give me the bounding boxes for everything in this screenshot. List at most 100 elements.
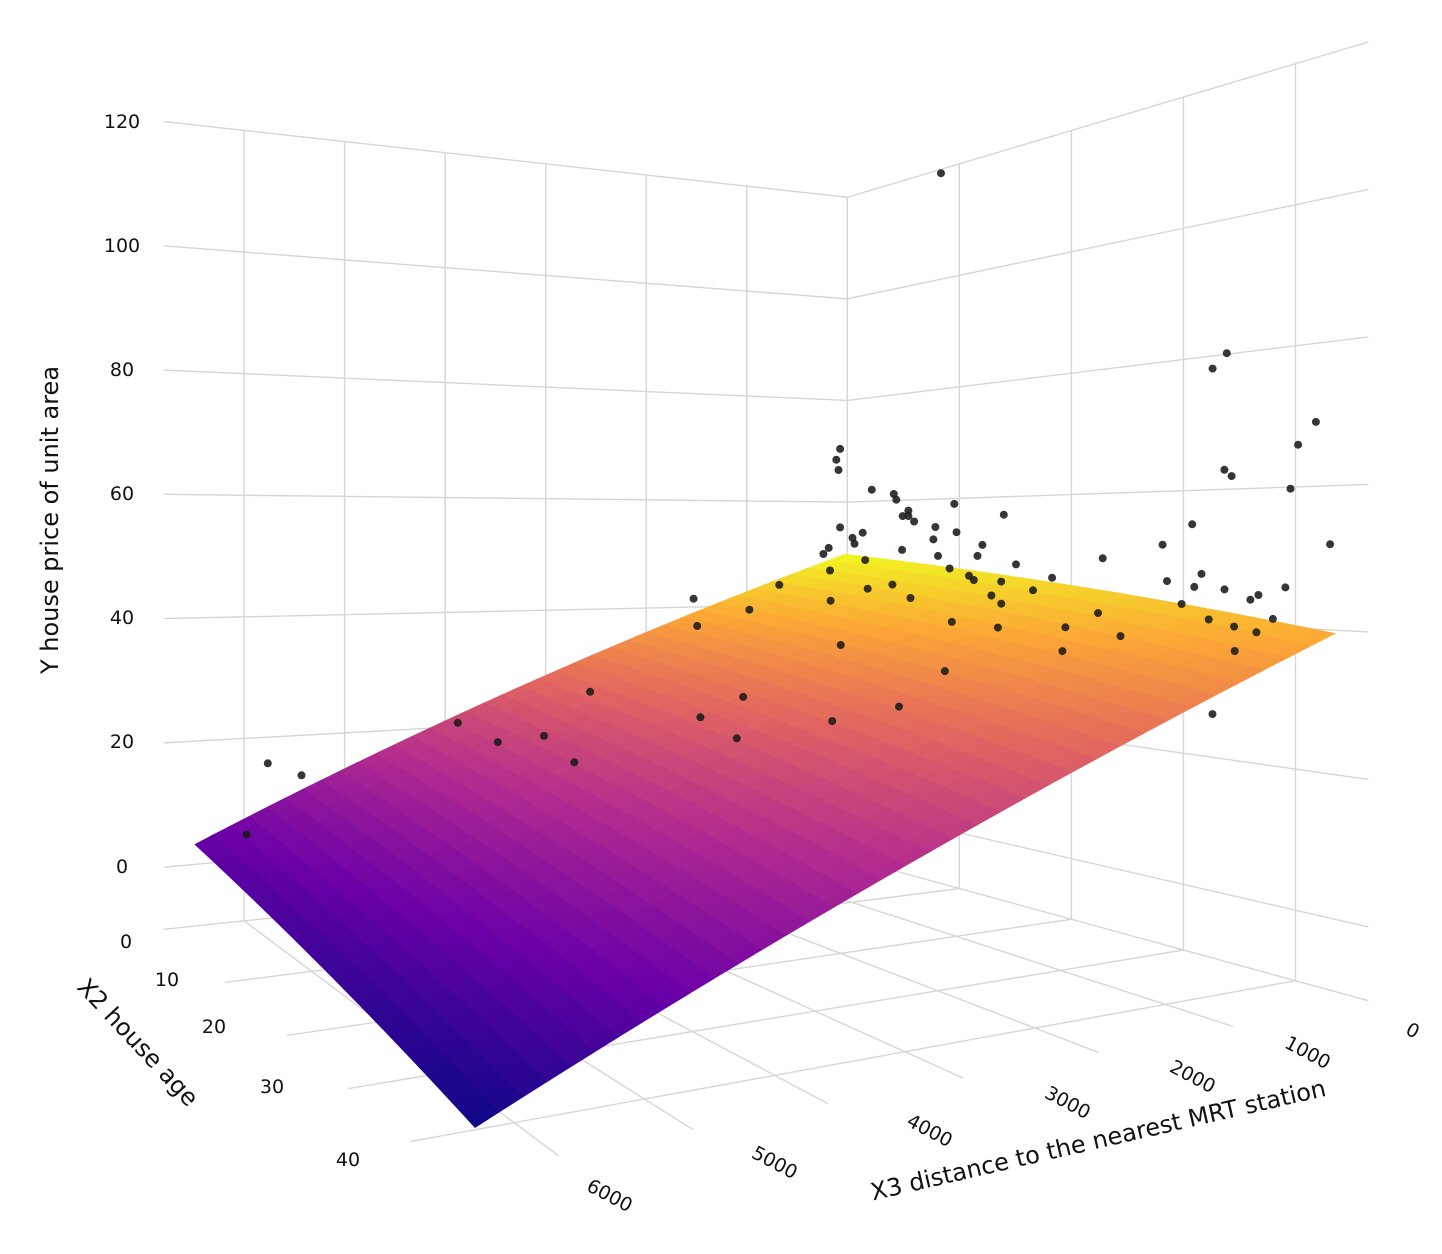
data-point[interactable] [1190, 582, 1199, 591]
data-point[interactable] [906, 594, 915, 602]
data-point[interactable] [453, 718, 462, 727]
data-point[interactable] [1058, 647, 1067, 656]
data-point[interactable] [745, 605, 754, 614]
data-point[interactable] [973, 551, 982, 560]
data-point[interactable] [1268, 614, 1277, 623]
data-point[interactable] [1220, 585, 1229, 594]
data-point[interactable] [997, 577, 1006, 586]
data-point[interactable] [1326, 540, 1335, 549]
data-point[interactable] [978, 540, 987, 549]
data-point[interactable] [965, 571, 973, 580]
data-point[interactable] [898, 512, 907, 521]
data-point[interactable] [693, 622, 702, 630]
data-point[interactable] [826, 566, 834, 575]
x-tick-label: 40 [336, 1149, 360, 1171]
y-axis-ticks: 0 1000 2000 3000 4000 5000 6000 [583, 1018, 1423, 1217]
x-tick-label: 10 [155, 969, 179, 991]
data-point[interactable] [570, 758, 579, 767]
data-point[interactable] [950, 499, 959, 508]
data-point[interactable] [1286, 484, 1295, 493]
data-point[interactable] [952, 528, 961, 537]
data-point[interactable] [1163, 577, 1171, 586]
y-tick-label: 0 [1402, 1018, 1423, 1043]
z-tick-label: 100 [104, 235, 140, 257]
data-point[interactable] [297, 771, 306, 780]
data-point[interactable] [937, 169, 945, 178]
data-point[interactable] [1012, 560, 1020, 569]
gridline-z [847, 483, 1369, 503]
data-point[interactable] [898, 545, 907, 554]
data-point[interactable] [836, 523, 845, 532]
data-point[interactable] [263, 759, 272, 768]
data-point[interactable] [1116, 632, 1125, 641]
data-point[interactable] [888, 580, 897, 589]
y-tick-label: 5000 [748, 1142, 801, 1184]
data-point[interactable] [834, 466, 843, 474]
data-point[interactable] [540, 731, 548, 740]
data-point[interactable] [861, 556, 870, 565]
data-point[interactable] [493, 738, 502, 747]
data-point[interactable] [1208, 710, 1217, 719]
data-point[interactable] [1222, 349, 1231, 358]
data-point[interactable] [739, 692, 748, 701]
data-point[interactable] [1094, 609, 1102, 618]
data-point[interactable] [1188, 520, 1197, 529]
data-point[interactable] [999, 510, 1008, 519]
z-tick-label: 120 [104, 111, 140, 133]
data-point[interactable] [947, 617, 956, 626]
data-point[interactable] [1230, 647, 1239, 655]
data-point[interactable] [1208, 364, 1217, 373]
data-point[interactable] [828, 717, 837, 726]
data-point[interactable] [889, 490, 898, 498]
data-point[interactable] [1294, 440, 1303, 449]
data-point[interactable] [987, 591, 996, 600]
data-point[interactable] [1230, 622, 1239, 631]
data-point[interactable] [824, 543, 833, 552]
data-point[interactable] [1197, 569, 1206, 578]
data-point[interactable] [867, 485, 876, 494]
data-point[interactable] [819, 550, 828, 558]
data-point[interactable] [1227, 472, 1236, 481]
data-point[interactable] [1098, 554, 1107, 563]
data-point[interactable] [1177, 600, 1186, 608]
data-point[interactable] [929, 535, 938, 544]
data-point[interactable] [863, 584, 872, 593]
data-point[interactable] [832, 455, 841, 464]
gridline-z [163, 120, 848, 198]
data-point[interactable] [1252, 628, 1261, 637]
data-point[interactable] [696, 713, 705, 722]
data-point[interactable] [1158, 540, 1167, 549]
data-point[interactable] [1220, 465, 1229, 474]
data-point[interactable] [586, 687, 595, 696]
data-point[interactable] [931, 523, 940, 531]
data-point[interactable] [993, 623, 1002, 632]
data-point[interactable] [1204, 615, 1213, 624]
data-point[interactable] [850, 539, 859, 548]
data-point[interactable] [1246, 595, 1255, 604]
data-point[interactable] [1029, 586, 1037, 595]
data-point[interactable] [1311, 417, 1320, 426]
data-point[interactable] [826, 596, 835, 605]
data-point[interactable] [1281, 583, 1290, 592]
gridline-z [847, 336, 1369, 402]
data-point[interactable] [904, 512, 913, 520]
data-point[interactable] [775, 580, 784, 589]
data-point[interactable] [242, 830, 251, 839]
data-point[interactable] [934, 551, 942, 560]
data-point[interactable] [895, 702, 903, 711]
data-point[interactable] [945, 564, 954, 573]
data-point[interactable] [858, 528, 867, 537]
data-point[interactable] [836, 641, 845, 649]
data-point[interactable] [940, 667, 949, 676]
data-point[interactable] [997, 599, 1006, 608]
data-point[interactable] [836, 444, 845, 453]
data-point[interactable] [1254, 591, 1263, 599]
regression-surface [194, 553, 1337, 1128]
data-point[interactable] [1048, 573, 1057, 582]
data-point[interactable] [732, 734, 741, 743]
data-point[interactable] [1061, 623, 1070, 632]
x-axis-title: X2 house age [72, 973, 204, 1112]
data-point[interactable] [910, 517, 919, 526]
data-point[interactable] [689, 594, 698, 603]
